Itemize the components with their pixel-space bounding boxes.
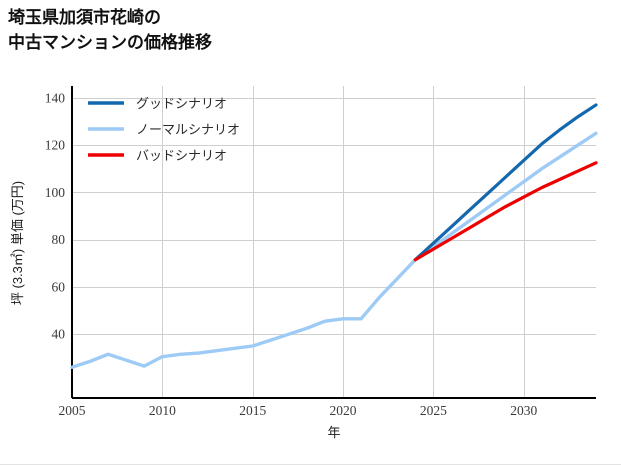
series-line-0 — [413, 103, 598, 262]
y-tick-label: 60 — [52, 279, 66, 294]
x-tick-label: 2020 — [330, 403, 357, 418]
y-tick-label: 120 — [45, 138, 66, 153]
y-axis-title: 坪 (3.3㎡) 単価 (万円) — [10, 181, 25, 305]
y-tick-label: 40 — [52, 327, 66, 342]
x-tick-label: 2015 — [239, 403, 266, 418]
y-tick-label: 80 — [52, 232, 66, 247]
series-line-1 — [70, 131, 598, 369]
x-axis-tick-labels: 2005 2010 2015 2020 2025 2030 — [59, 403, 538, 418]
legend-label-2[interactable]: バッドシナリオ — [136, 148, 227, 163]
x-axis-title: 年 — [327, 425, 340, 440]
x-tick-label: 2010 — [149, 403, 176, 418]
y-axis-tick-labels: 40 60 80 100 120 140 — [45, 90, 66, 341]
chart-title: 埼玉県加須市花崎の 中古マンションの価格推移 — [8, 8, 212, 52]
legend-label-1[interactable]: ノーマルシナリオ — [136, 122, 240, 137]
series-line-2 — [413, 161, 598, 262]
data-series-group — [70, 103, 598, 369]
y-tick-label: 100 — [45, 185, 66, 200]
x-tick-label: 2005 — [59, 403, 86, 418]
x-tick-label: 2025 — [420, 403, 447, 418]
y-tick-label: 140 — [45, 90, 66, 105]
x-tick-label: 2030 — [510, 403, 537, 418]
legend-label-0[interactable]: グッドシナリオ — [136, 96, 227, 111]
